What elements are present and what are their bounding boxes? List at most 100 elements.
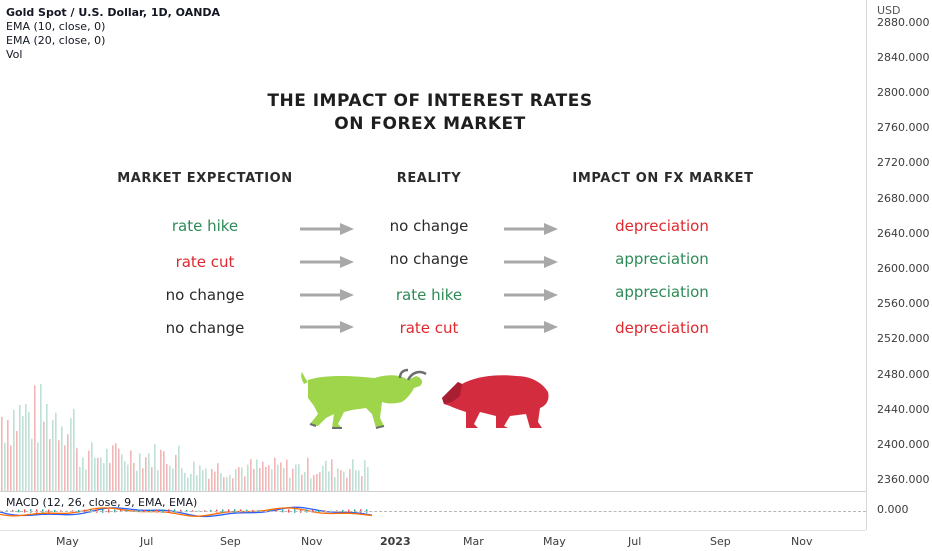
- arrow-right-icon: [300, 321, 354, 333]
- volume-bar: [106, 448, 108, 491]
- volume-bar: [316, 473, 318, 491]
- volume-bar: [109, 462, 111, 491]
- arrow-right-icon: [300, 289, 354, 301]
- volume-bar: [247, 464, 249, 491]
- volume-bar: [175, 454, 177, 491]
- volume-bar: [112, 445, 114, 491]
- macd-histogram-bar: [48, 509, 50, 513]
- volume-bar: [10, 445, 12, 491]
- price-tick: 2600.000: [877, 262, 930, 275]
- volume-bar: [7, 419, 9, 491]
- row3-impact: appreciation: [615, 283, 709, 301]
- volume-bar: [307, 457, 309, 491]
- volume-bar: [184, 472, 186, 491]
- volume-bar: [16, 431, 18, 491]
- row3-reality: rate hike: [395, 286, 463, 304]
- macd-histogram-bar: [72, 510, 74, 512]
- volume-bar: [124, 461, 126, 491]
- volume-bar: [286, 459, 288, 491]
- volume-bar: [139, 453, 141, 491]
- volume-bar: [64, 445, 66, 491]
- volume-bar: [208, 478, 210, 491]
- volume-bar: [280, 462, 282, 491]
- volume-bar: [145, 457, 147, 491]
- price-axis[interactable]: USD 2880.000 2840.000 2800.000 2760.000 …: [866, 0, 932, 530]
- volume-bar: [262, 461, 264, 491]
- volume-bar: [292, 468, 294, 491]
- volume-bar: [79, 466, 81, 491]
- arrow-right-icon: [300, 223, 354, 235]
- row2-reality: no change: [389, 250, 469, 268]
- volume-bar: [349, 468, 351, 491]
- volume-bar: [214, 471, 216, 491]
- macd-indicator-label[interactable]: MACD (12, 26, close, 9, EMA, EMA): [6, 496, 198, 509]
- volume-bar: [250, 459, 252, 491]
- volume-bar: [169, 465, 171, 491]
- volume-bar: [265, 467, 267, 491]
- volume-bar: [148, 453, 150, 491]
- price-tick: 2400.000: [877, 438, 930, 451]
- volume-bar: [136, 470, 138, 491]
- volume-bar: [28, 411, 30, 491]
- symbol-title[interactable]: Gold Spot / U.S. Dollar, 1D, OANDA: [6, 6, 221, 19]
- time-tick: Sep: [220, 535, 241, 548]
- time-tick: May: [56, 535, 79, 548]
- volume-bar: [1, 416, 3, 491]
- volume-bar: [331, 459, 333, 491]
- volume-bar: [229, 474, 231, 491]
- volume-bar: [193, 461, 195, 491]
- volume-bar: [19, 404, 21, 491]
- volume-bar: [67, 434, 69, 491]
- volume-bar: [289, 477, 291, 491]
- volume-bar: [49, 439, 51, 491]
- price-tick: 2480.000: [877, 368, 930, 381]
- volume-bar: [103, 463, 105, 491]
- volume-bar: [154, 444, 156, 491]
- volume-bar: [352, 459, 354, 491]
- volume-bar: [337, 468, 339, 491]
- volume-bar: [364, 460, 366, 491]
- volume-bar: [271, 469, 273, 491]
- row3-expectation: no change: [165, 286, 245, 304]
- volume-bar: [172, 468, 174, 491]
- time-axis[interactable]: May Jul Sep Nov 2023 Mar May Jul Sep Nov: [0, 530, 866, 551]
- price-tick: 2720.000: [877, 156, 930, 169]
- volume-bar: [118, 448, 120, 491]
- volume-bar: [22, 416, 24, 491]
- volume-bar: [241, 467, 243, 491]
- volume-bar: [25, 403, 27, 491]
- volume-bar: [130, 450, 132, 491]
- price-volume-area: [0, 384, 373, 518]
- pane-separator[interactable]: [0, 491, 866, 492]
- price-tick: 2440.000: [877, 403, 930, 416]
- time-tick: Jul: [628, 535, 642, 548]
- volume-indicator-label[interactable]: Vol: [6, 48, 23, 61]
- volume-bar: [157, 470, 159, 491]
- volume-bar: [325, 460, 327, 491]
- row2-expectation: rate cut: [175, 253, 235, 271]
- volume-bar: [223, 477, 225, 491]
- volume-bar: [43, 421, 45, 491]
- ema20-indicator-label[interactable]: EMA (20, close, 0): [6, 34, 106, 47]
- volume-bar: [133, 462, 135, 491]
- volume-bar: [274, 457, 276, 491]
- volume-bar: [304, 472, 306, 491]
- currency-label: USD: [877, 4, 901, 17]
- row1-impact: depreciation: [615, 217, 709, 235]
- time-tick: Sep: [710, 535, 731, 548]
- volume-bar: [235, 469, 237, 491]
- macd-histogram-bar: [360, 509, 362, 513]
- volume-bar: [178, 445, 180, 491]
- volume-bar: [355, 470, 357, 491]
- time-tick: Jul: [140, 535, 154, 548]
- volume-bar: [226, 477, 228, 491]
- volume-bar: [358, 470, 360, 491]
- volume-bar: [220, 473, 222, 491]
- volume-bar: [367, 467, 369, 491]
- volume-bar: [91, 442, 93, 491]
- price-tick: 2800.000: [877, 86, 930, 99]
- volume-bar: [187, 477, 189, 491]
- ema10-indicator-label[interactable]: EMA (10, close, 0): [6, 20, 106, 33]
- volume-bar: [121, 454, 123, 491]
- volume-bar: [190, 473, 192, 491]
